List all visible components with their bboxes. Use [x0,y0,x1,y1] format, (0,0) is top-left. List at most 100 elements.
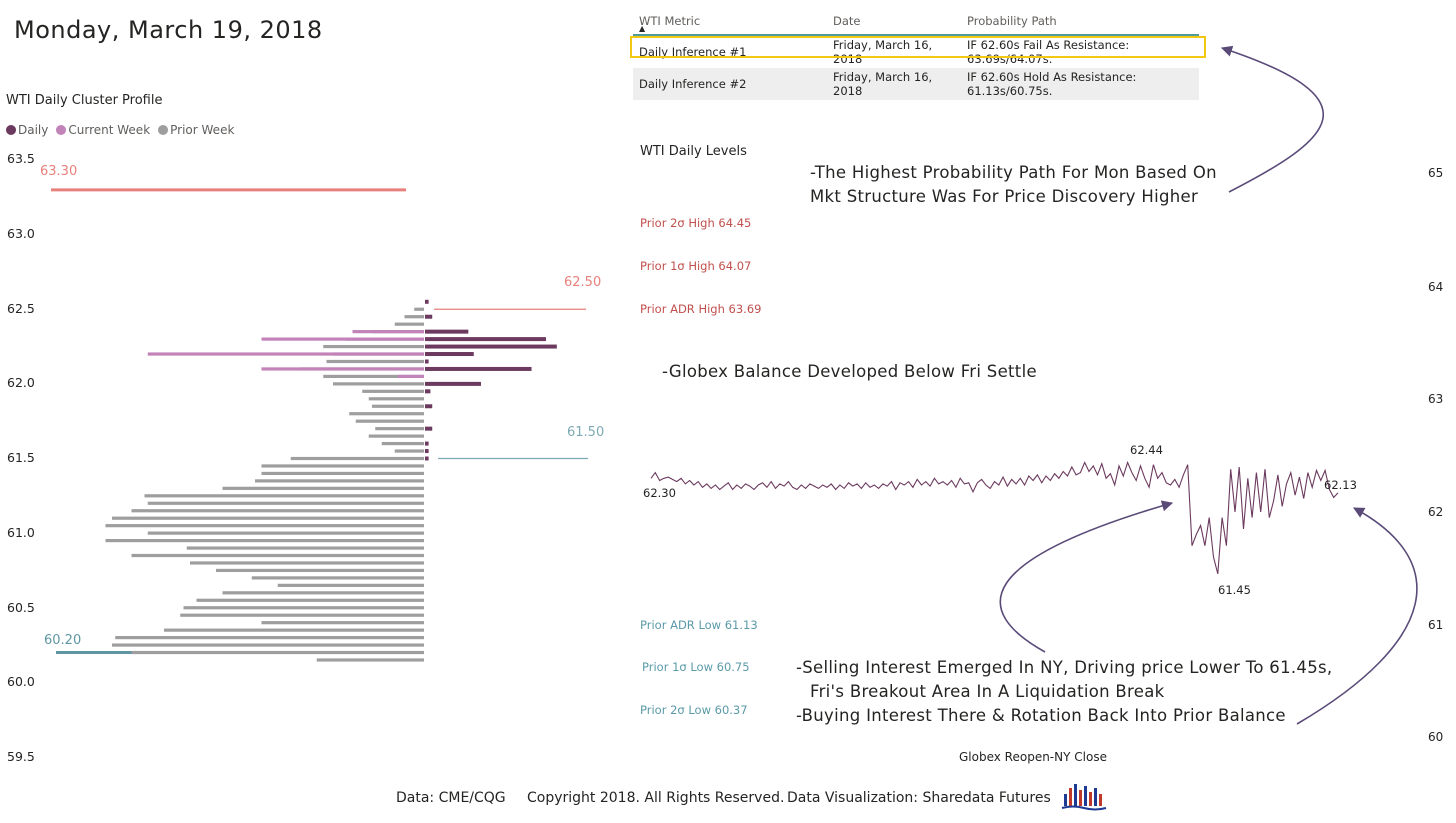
profile-bar-prior-week [164,628,424,632]
table-cell: IF 62.60s Fail As Resistance: 63.69s/64.… [967,38,1130,66]
annotation-mid: -Globex Balance Developed Below Fri Sett… [662,362,1037,381]
level-prior-adr-low: Prior ADR Low 61.13 [640,618,758,632]
table-row[interactable]: Daily Inference #1 Friday, March 16, 201… [633,35,1199,68]
table-row[interactable]: Daily Inference #2 Friday, March 16, 201… [633,68,1199,100]
annotation-bottom: -Selling Interest Emerged In NY, Driving… [796,656,1332,728]
profile-bar-prior-week [261,621,424,625]
legend-current-week-swatch [56,125,67,135]
price-y-tick: 61 [1428,618,1444,632]
annotation-top-line1: -The Highest Probability Path For Mon Ba… [810,163,1217,182]
profile-bar-prior-week [131,553,424,558]
profile-bar-prior-week [147,501,424,505]
profile-bar-prior-week [255,479,424,483]
profile-bar-prior-week [180,613,424,617]
sort-ascending-icon[interactable]: ▲ [639,24,646,33]
profile-bar-prior-week [290,456,424,461]
legend-prior-week[interactable]: Prior Week [158,123,234,137]
profile-bar-prior-week [355,419,424,423]
legend-daily[interactable]: Daily [6,123,48,137]
profile-bar-current-week [261,337,424,341]
profile-bar-prior-week [414,307,424,311]
profile-bar-prior-week [216,568,424,573]
profile-bar-daily [425,337,546,342]
point-label-high: 62.44 [1130,443,1163,457]
level-prior-2sd-low: Prior 2σ Low 60.37 [640,703,748,717]
profile-bar-prior-week [333,382,424,386]
legend-daily-swatch [6,125,16,135]
level-label-60-20: 60.20 [44,633,82,648]
profile-bar-daily [425,359,429,364]
point-label-open: 62.30 [643,486,676,500]
level-label-62-50: 62.50 [564,275,602,290]
footer-copyright: Copyright 2018. All Rights Reserved. [527,790,785,806]
cluster-y-tick: 60.0 [7,674,35,689]
cluster-profile-chart [51,188,588,662]
profile-bar-prior-week [277,583,424,587]
legend-current-week[interactable]: Current Week [56,123,150,137]
level-prior-adr-high: Prior ADR High 63.69 [640,302,762,316]
profile-bar-daily [425,314,433,319]
profile-bar-daily [425,426,433,431]
level-label-63-30: 63.30 [40,164,78,179]
profile-bar-prior-week [131,650,424,655]
profile-bar-prior-week [186,546,424,550]
profile-bar-prior-week [183,606,424,610]
profile-bar-prior-week [323,374,424,379]
profile-bar-prior-week [131,509,424,513]
profile-bar-current-week [261,367,424,371]
col-date[interactable]: Date [827,8,961,36]
cluster-y-tick: 62.0 [7,375,35,390]
profile-bar-prior-week [404,315,424,319]
arrow-to-table [1220,45,1324,193]
profile-bar-daily [425,366,532,371]
profile-bar-prior-week [375,427,424,431]
annotation-top: -The Highest Probability Path For Mon Ba… [810,161,1217,209]
sharedata-logo-icon [1061,784,1107,811]
level-label-61-50: 61.50 [567,425,605,440]
profile-bar-daily [425,441,429,446]
cluster-y-tick: 62.5 [7,301,35,316]
table-header-row: WTI Metric Date Probability Path [633,8,1199,36]
profile-bar-prior-week [316,658,424,662]
profile-bar-prior-week [394,322,424,326]
profile-bar-current-week [147,352,424,356]
point-label-last: 62.13 [1324,478,1357,492]
arrow-to-last [1296,507,1418,725]
price-x-axis-label: Globex Reopen-NY Close [959,750,1107,764]
table-cell: Daily Inference #1 [639,45,747,59]
level-prior-1sd-low: Prior 1σ Low 60.75 [642,660,750,674]
table-cell: Daily Inference #2 [633,68,827,100]
cluster-y-tick: 61.0 [7,525,35,540]
page-title: Monday, March 19, 2018 [14,16,323,44]
legend-current-week-label: Current Week [68,123,151,137]
profile-bar-daily [425,389,431,394]
profile-bar-prior-week [372,404,424,408]
profile-bar-prior-week [368,434,424,438]
cluster-legend: Daily Current Week Prior Week [6,123,234,137]
col-wti-metric[interactable]: WTI Metric [633,8,827,36]
annotation-bottom-line3: -Buying Interest There & Rotation Back I… [796,706,1286,725]
profile-bar-prior-week [349,412,424,416]
point-label-low: 61.45 [1218,583,1251,597]
footer-source: Data: CME/CQG [396,790,506,806]
price-y-tick: 63 [1428,392,1444,406]
profile-bar-prior-week [381,441,424,446]
profile-bar-prior-week [362,389,424,393]
levels-title: WTI Daily Levels [640,144,747,159]
annotation-top-line2: Mkt Structure Was For Price Discovery Hi… [810,187,1199,206]
profile-bar-daily [425,404,433,409]
profile-bar-prior-week [326,359,424,364]
table-cell: IF 62.60s Hold As Resistance: 61.13s/60.… [961,68,1199,100]
profile-bar-prior-week [105,538,424,543]
profile-bar-prior-week [261,471,424,476]
profile-bar-prior-week [394,449,424,453]
profile-bar-prior-week [112,643,424,647]
profile-bar-prior-week [196,598,424,602]
profile-bar-daily [425,381,481,386]
col-probability-path[interactable]: Probability Path [961,8,1199,36]
profile-bar-prior-week [105,524,424,528]
annotation-bottom-line2: Fri's Breakout Area In A Liquidation Bre… [810,682,1165,701]
profile-bar-prior-week [147,531,424,535]
profile-bar-daily [425,329,469,334]
profile-bar-prior-week [190,561,424,565]
